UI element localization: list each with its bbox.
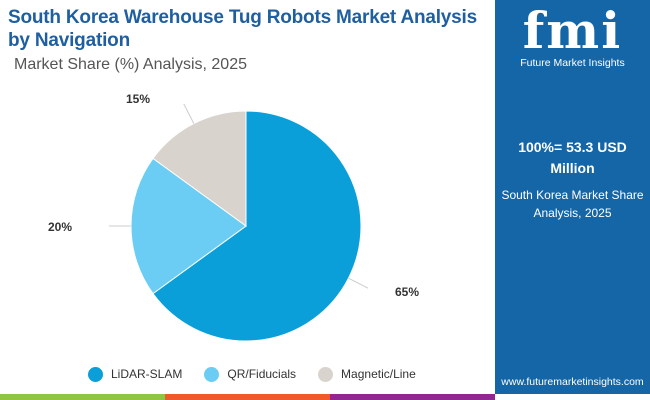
leader-line	[183, 103, 195, 124]
data-label: 65%	[395, 285, 419, 299]
bar-purple	[330, 394, 495, 400]
legend-swatch	[88, 367, 103, 383]
data-label: 20%	[48, 220, 72, 234]
data-label: 15%	[126, 92, 150, 106]
chart-title: South Korea Warehouse Tug Robots Market …	[8, 7, 477, 51]
total-value: 100%= 53.3 USD Million	[518, 139, 627, 176]
pie-slice-qr-fiducials	[130, 157, 247, 295]
logo-text: Future Market Insights	[520, 57, 625, 69]
panel-info: 100%= 53.3 USD Million South Korea Marke…	[495, 137, 650, 222]
legend-swatch	[204, 367, 220, 383]
chart-subtitle: Market Share (%) Analysis, 2025	[14, 56, 247, 73]
info-panel: fmi Future Market Insights 100%= 53.3 USD…	[495, 0, 650, 394]
chart-header: South Korea Warehouse Tug Robots Market …	[8, 6, 494, 74]
leader-line	[348, 277, 369, 289]
pie-slice-lidar-slam	[152, 110, 362, 342]
fmi-logo: fmi Future Market Insights	[495, 6, 650, 70]
logo-mark: fmi	[522, 1, 623, 60]
legend-item-qr: QR/Fiducials	[204, 367, 297, 383]
footer-color-bar	[0, 394, 650, 400]
legend-label: Magnetic/Line	[341, 367, 416, 381]
legend-label: LiDAR-SLAM	[111, 367, 183, 381]
legend: LiDAR-SLAM QR/Fiducials Magnetic/Line	[88, 367, 416, 383]
legend-label: QR/Fiducials	[227, 367, 297, 381]
pie-chart: 65% 20% 15%	[48, 92, 419, 342]
website-link[interactable]: www.futuremarketinsights.com	[501, 376, 644, 388]
bar-green	[0, 394, 165, 400]
legend-item-lidar: LiDAR-SLAM	[88, 367, 183, 383]
legend-item-magnetic: Magnetic/Line	[318, 367, 416, 383]
pie-slice-magnetic-line	[152, 110, 247, 227]
bar-orange	[165, 394, 330, 400]
panel-description: South Korea Market Share Analysis, 2025	[501, 188, 644, 220]
legend-swatch	[318, 367, 334, 383]
